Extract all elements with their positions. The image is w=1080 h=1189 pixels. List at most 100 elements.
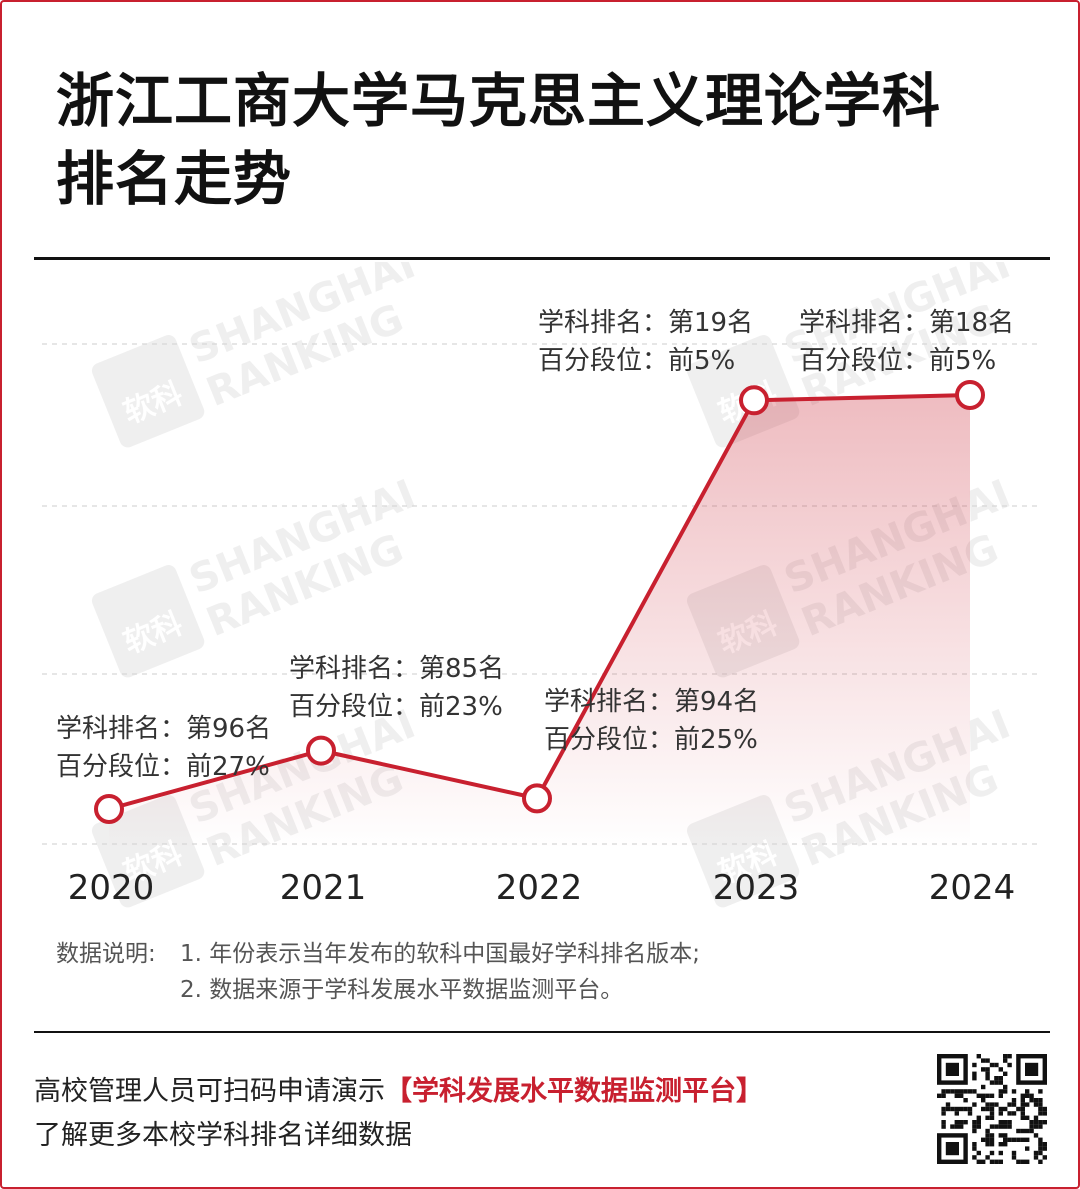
data-notes: 数据说明: 1. 年份表示当年发布的软科中国最好学科排名版本; 2. 数据来源于学…	[56, 936, 700, 1008]
x-tick-label: 2020	[68, 868, 155, 908]
qr-module	[994, 1080, 999, 1085]
qr-module	[1011, 1111, 1017, 1116]
qr-module	[1038, 1159, 1043, 1164]
qr-module	[1007, 1120, 1012, 1125]
qr-module	[998, 1150, 1003, 1156]
data-label-percentile: 百分段位：前25%	[544, 725, 758, 755]
area-fill	[109, 395, 970, 849]
qr-module	[1038, 1137, 1043, 1142]
qr-module	[972, 1155, 977, 1160]
qr-code-icon[interactable]	[937, 1054, 1047, 1164]
qr-module	[976, 1124, 981, 1129]
qr-module	[954, 1106, 959, 1112]
qr-module	[1003, 1120, 1008, 1125]
qr-module	[950, 1106, 955, 1112]
qr-module	[981, 1106, 986, 1112]
qr-module	[1025, 1146, 1030, 1151]
qr-module	[972, 1071, 977, 1076]
qr-module	[1029, 1128, 1034, 1134]
qr-module	[950, 1089, 955, 1094]
data-label-percentile: 百分段位：前23%	[289, 692, 503, 722]
qr-module	[976, 1159, 981, 1164]
qr-module	[985, 1115, 990, 1120]
qr-module	[1042, 1155, 1047, 1160]
qr-module	[972, 1062, 977, 1068]
qr-module	[1007, 1111, 1012, 1116]
data-point	[739, 385, 769, 416]
qr-module	[1016, 1128, 1021, 1134]
notes-label: 数据说明:	[56, 941, 156, 967]
qr-module	[1033, 1115, 1039, 1120]
x-axis-ticks: 2020 2021 2022 2023 2024	[68, 868, 1016, 908]
qr-module	[1003, 1054, 1008, 1059]
qr-module	[976, 1115, 981, 1120]
qr-module	[998, 1080, 1003, 1085]
qr-module	[1042, 1146, 1047, 1151]
x-tick-label: 2021	[280, 868, 367, 908]
qr-module	[1003, 1106, 1008, 1112]
qr-module	[1007, 1102, 1012, 1107]
qr-module	[1003, 1133, 1008, 1138]
qr-module	[976, 1150, 981, 1156]
qr-module	[989, 1133, 995, 1138]
qr-module	[998, 1111, 1003, 1116]
qr-module	[1020, 1111, 1025, 1116]
qr-module	[950, 1124, 955, 1129]
qr-module	[1033, 1150, 1039, 1156]
qr-module	[998, 1133, 1003, 1138]
qr-module	[1038, 1089, 1043, 1094]
qr-module	[1029, 1098, 1034, 1103]
data-point	[522, 783, 552, 814]
qr-module	[989, 1080, 995, 1085]
qr-module	[972, 1076, 977, 1081]
cta-highlight[interactable]: 【学科发展水平数据监测平台】	[385, 1076, 763, 1107]
qr-module	[998, 1120, 1003, 1125]
qr-module	[976, 1120, 981, 1125]
qr-module	[959, 1120, 964, 1125]
qr-module	[1042, 1120, 1047, 1125]
qr-module	[981, 1159, 986, 1164]
qr-module	[972, 1089, 977, 1094]
qr-module	[945, 1142, 959, 1156]
qr-module	[1038, 1120, 1043, 1125]
qr-module	[998, 1159, 1003, 1164]
qr-module	[1011, 1137, 1017, 1142]
qr-module	[1038, 1111, 1043, 1116]
qr-module	[1007, 1054, 1012, 1059]
qr-module	[1038, 1124, 1043, 1129]
qr-module	[1020, 1098, 1025, 1103]
qr-module	[954, 1089, 959, 1094]
notes-item-1: 1. 年份表示当年发布的软科中国最好学科排名版本;	[180, 941, 701, 967]
qr-module	[981, 1084, 986, 1090]
qr-module	[989, 1111, 995, 1116]
data-label-rank: 学科排名：第19名	[538, 308, 753, 338]
qr-module	[1038, 1098, 1043, 1103]
qr-module	[1020, 1128, 1025, 1134]
x-tick-label: 2022	[496, 868, 583, 908]
qr-module	[1038, 1150, 1043, 1156]
qr-module	[976, 1054, 981, 1059]
data-points	[94, 380, 985, 824]
qr-module	[972, 1142, 977, 1147]
qr-module	[937, 1093, 942, 1098]
qr-module	[963, 1089, 968, 1094]
qr-module	[945, 1102, 951, 1107]
qr-module	[985, 1128, 990, 1134]
qr-module	[1020, 1159, 1025, 1164]
top-divider	[34, 257, 1050, 260]
qr-module	[959, 1106, 964, 1112]
cta-line-2: 了解更多本校学科排名详细数据	[34, 1120, 412, 1151]
qr-module	[1020, 1106, 1025, 1112]
qr-module	[954, 1120, 959, 1125]
qr-module	[1020, 1137, 1025, 1142]
x-tick-label: 2024	[929, 868, 1016, 908]
data-label-percentile: 百分段位：前5%	[538, 346, 735, 376]
qr-module	[998, 1142, 1003, 1147]
qr-module	[1025, 1115, 1030, 1120]
qr-module	[945, 1062, 959, 1076]
qr-module	[967, 1089, 973, 1094]
qr-module	[994, 1102, 999, 1107]
qr-module	[989, 1102, 995, 1107]
qr-module	[1003, 1142, 1008, 1147]
